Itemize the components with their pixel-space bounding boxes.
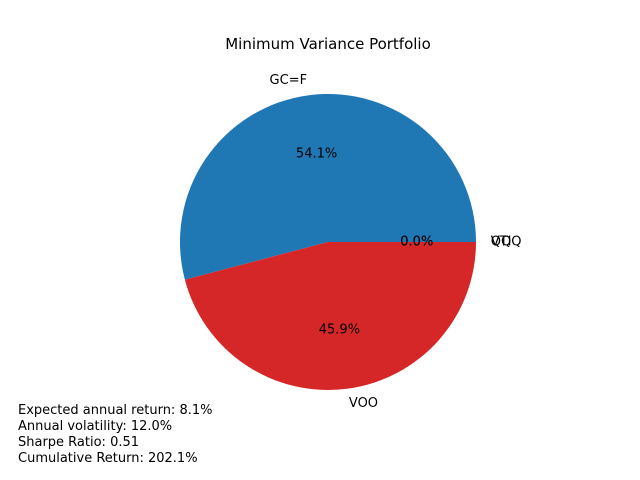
slice-label-gc-f: GC=F [270, 73, 308, 88]
percent-label-voo: 45.9% [319, 323, 360, 338]
percent-label-gc-f: 54.1% [296, 146, 337, 161]
sharpe-ratio: Sharpe Ratio: 0.51 [18, 435, 140, 450]
percent-label-vti: 0.0% [400, 235, 433, 250]
percent-label-qqq: 0.0% [400, 235, 433, 250]
portfolio-stats: Expected annual return: 8.1% Annual vola… [18, 403, 212, 467]
slice-label-voo: VOO [349, 396, 378, 411]
chart-title: Minimum Variance Portfolio [225, 35, 431, 53]
slice-label-vti: VTI [491, 235, 512, 250]
annual-volatility: Annual volatility: 12.0% [18, 419, 173, 434]
pie-slice-voo [184, 242, 476, 391]
pie-slices [180, 94, 476, 391]
expected-annual-return: Expected annual return: 8.1% [18, 403, 213, 418]
pie-slice-gc-f [180, 94, 476, 280]
slice-label-qqq: QQQ [491, 235, 522, 250]
cumulative-return: Cumulative Return: 202.1% [18, 451, 198, 466]
